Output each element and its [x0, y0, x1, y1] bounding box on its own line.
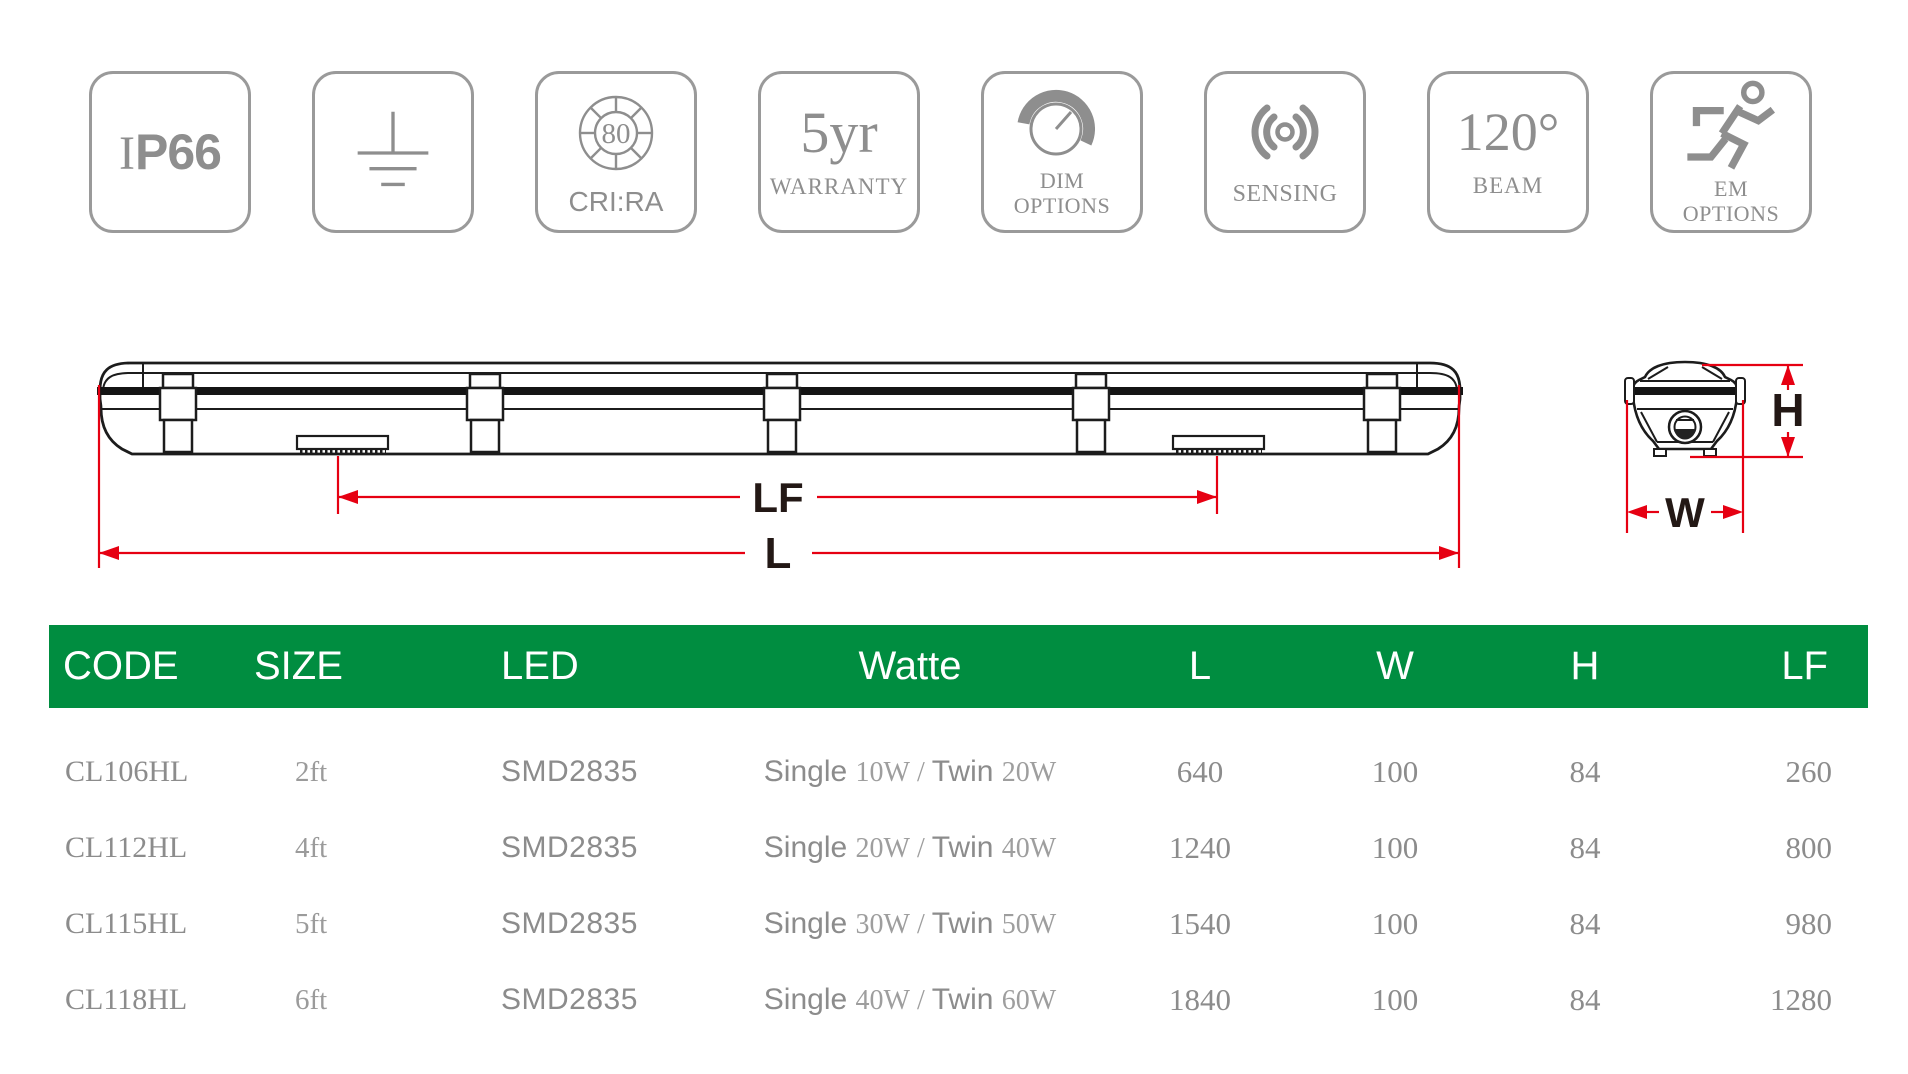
- cell-size: 6ft: [295, 983, 328, 1016]
- column-header-code: CODE: [63, 644, 179, 688]
- beam-angle-value: 120°: [1456, 102, 1560, 162]
- cell-led-length: 260: [1785, 754, 1833, 789]
- cell-size: 5ft: [295, 907, 328, 940]
- cell-size: 4ft: [295, 831, 328, 864]
- table-row: CL112HL 4ft SMD2835 Single 20W / Twin 40W …: [49, 810, 1868, 886]
- column-header-led-length: LF: [1781, 644, 1828, 688]
- column-header-led: LED: [501, 644, 579, 688]
- ip-value: P66: [135, 124, 222, 180]
- beam-label: BEAM: [1472, 173, 1544, 198]
- badge-ip66: I P66: [89, 71, 251, 233]
- cell-code: CL118HL: [65, 983, 188, 1016]
- badge-earth-ground: [312, 71, 474, 233]
- cell-width: 100: [1371, 906, 1419, 941]
- ip-rating-text: I P66: [119, 123, 222, 181]
- latch-plates: [295, 434, 1266, 455]
- column-header-wattage: Watte: [858, 644, 962, 688]
- mounting-clip: [1362, 372, 1402, 454]
- em-running-man-icon: [1687, 81, 1775, 171]
- mounting-clip: [465, 372, 505, 454]
- badge-cri: 80 CRI:RA: [535, 71, 697, 233]
- column-header-size: SIZE: [254, 644, 343, 688]
- mounting-clip: [762, 372, 802, 454]
- warranty-label: WARRANTY: [769, 174, 909, 199]
- cell-code: CL112HL: [65, 831, 188, 864]
- sensing-icon: [1251, 104, 1319, 160]
- column-header-length: L: [1188, 644, 1212, 688]
- dimension-label-lf: LF: [752, 474, 803, 521]
- column-header-width: W: [1376, 644, 1414, 688]
- cell-wattage: Single 20W / Twin 40W: [763, 831, 1057, 864]
- dimension-lines: [97, 363, 1803, 568]
- dimension-label-w: W: [1665, 489, 1705, 536]
- cell-width: 100: [1371, 982, 1419, 1017]
- badge-sensing: SENSING: [1204, 71, 1366, 233]
- cell-height: 84: [1569, 754, 1601, 789]
- em-label-line2: OPTIONS: [1682, 201, 1780, 226]
- cell-code: CL106HL: [65, 755, 189, 788]
- cri-value: 80: [602, 118, 631, 150]
- mounting-clips: [158, 372, 1402, 454]
- cell-width: 100: [1371, 754, 1419, 789]
- cell-length: 1840: [1169, 982, 1231, 1017]
- badge-dim-options: DIM OPTIONS: [981, 71, 1143, 233]
- cell-length: 1240: [1169, 830, 1231, 865]
- feature-badges-row: I P66: [89, 71, 1812, 233]
- column-header-height: H: [1570, 644, 1600, 688]
- dim-knob-icon: [1017, 90, 1096, 156]
- table-row: CL106HL 2ft SMD2835 Single 10W / Twin 20W …: [49, 734, 1868, 810]
- table-row: CL118HL 6ft SMD2835 Single 40W / Twin 60W …: [49, 962, 1868, 1038]
- cell-height: 84: [1569, 982, 1601, 1017]
- em-label-line1: EM: [1714, 176, 1748, 202]
- cell-led: SMD2835: [501, 755, 638, 788]
- warranty-value: 5yr: [800, 100, 878, 165]
- cell-height: 84: [1569, 830, 1601, 865]
- dim-label-line1: DIM: [1039, 168, 1085, 194]
- cri-ring-icon: 80: [578, 95, 654, 171]
- cell-wattage: Single 40W / Twin 60W: [763, 983, 1057, 1016]
- em-options-label: EM OPTIONS: [1683, 177, 1779, 226]
- spec-table-body: CL106HL 2ft SMD2835 Single 10W / Twin 20W …: [49, 708, 1868, 1038]
- table-row: CL115HL 5ft SMD2835 Single 30W / Twin 50W …: [49, 886, 1868, 962]
- cell-led-length: 1280: [1770, 982, 1832, 1017]
- earth-ground-icon: [357, 111, 429, 187]
- cell-wattage: Single 10W / Twin 20W: [763, 755, 1057, 788]
- dim-options-label: DIM OPTIONS: [1014, 169, 1110, 218]
- dim-label-line2: OPTIONS: [1013, 193, 1111, 218]
- cell-led: SMD2835: [501, 907, 638, 940]
- mounting-clip: [1071, 372, 1111, 454]
- ip-prefix: I: [119, 127, 135, 180]
- sensing-label: SENSING: [1232, 180, 1338, 207]
- technical-drawing: L LF H W: [97, 360, 1805, 578]
- spec-table-header: CODE SIZE LED Watte L W H LF: [49, 625, 1868, 708]
- cell-size: 2ft: [295, 755, 328, 788]
- badge-beam-angle: 120° BEAM: [1427, 71, 1589, 233]
- cell-led: SMD2835: [501, 831, 638, 864]
- fixture-end-view: [1624, 360, 1746, 457]
- dimension-label-l: L: [765, 529, 792, 578]
- cell-width: 100: [1371, 830, 1419, 865]
- cell-code: CL115HL: [65, 907, 188, 940]
- cell-wattage: Single 30W / Twin 50W: [763, 907, 1057, 940]
- cell-led-length: 980: [1785, 906, 1833, 941]
- dimension-label-h: H: [1771, 384, 1804, 436]
- cell-led: SMD2835: [501, 983, 638, 1016]
- badge-em-options: EM OPTIONS: [1650, 71, 1812, 233]
- cell-length: 1540: [1169, 906, 1231, 941]
- fixture-side-view: [97, 361, 1463, 456]
- cri-label: CRI:RA: [568, 186, 664, 217]
- mounting-clip: [158, 372, 198, 454]
- cell-led-length: 800: [1785, 830, 1833, 865]
- badge-warranty: 5yr WARRANTY: [758, 71, 920, 233]
- spec-table: CODE SIZE LED Watte L W H LF CL106HL 2ft…: [49, 625, 1868, 1038]
- cell-length: 640: [1176, 754, 1224, 789]
- cell-height: 84: [1569, 906, 1601, 941]
